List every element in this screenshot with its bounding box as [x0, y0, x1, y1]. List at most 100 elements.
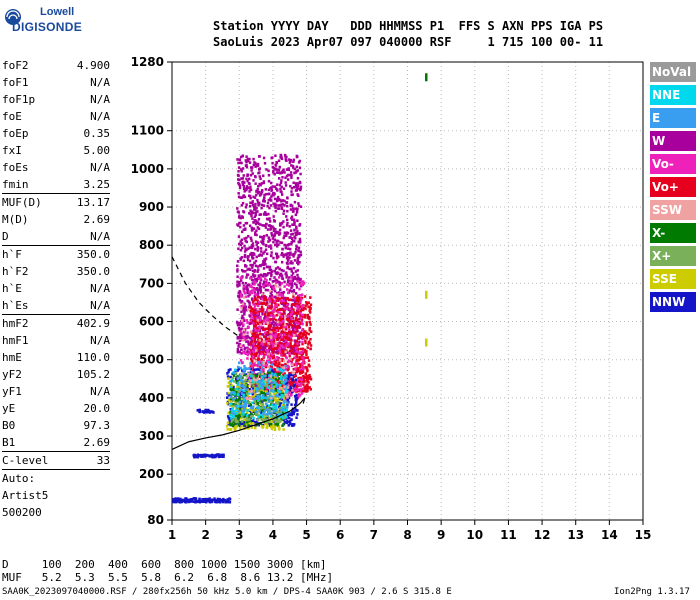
echo-point	[237, 215, 241, 219]
echo-point	[271, 376, 275, 379]
echo-point	[259, 407, 263, 410]
echo-point	[242, 393, 245, 397]
echo-point	[291, 347, 295, 350]
echo-point	[309, 311, 312, 314]
echo-point	[285, 415, 288, 419]
echo-point	[299, 356, 302, 360]
echo-point	[255, 423, 258, 427]
echo-point	[243, 195, 247, 199]
echo-point	[204, 498, 207, 501]
echo-point	[292, 324, 295, 328]
echo-point	[296, 155, 299, 159]
echo-point	[258, 395, 262, 399]
echo-point	[259, 415, 262, 419]
echo-point	[177, 499, 180, 503]
echo-point	[297, 393, 301, 396]
echo-point	[240, 333, 243, 337]
echo-point	[250, 312, 253, 315]
echo-point	[256, 295, 259, 299]
echo-point	[237, 393, 240, 397]
echo-point	[278, 307, 282, 311]
echo-point	[247, 234, 250, 238]
echo-point	[277, 414, 280, 418]
echo-point	[250, 409, 254, 413]
echo-point	[280, 388, 283, 392]
echo-point	[304, 304, 307, 307]
echo-point	[279, 222, 282, 225]
echo-point	[273, 373, 277, 376]
echo-point	[289, 312, 293, 316]
echo-point	[245, 276, 248, 279]
echo-point	[265, 408, 269, 412]
echo-point	[280, 393, 283, 397]
echo-point	[253, 384, 257, 388]
echo-point	[290, 403, 293, 406]
echo-point	[294, 382, 297, 385]
echo-point	[251, 407, 254, 410]
echo-point	[262, 302, 265, 305]
echo-point	[258, 194, 262, 197]
param-value: N/A	[90, 161, 110, 174]
echo-point	[277, 385, 281, 389]
echo-point	[278, 341, 281, 344]
echo-point	[290, 384, 293, 387]
echo-point	[257, 339, 260, 342]
echo-point	[265, 332, 268, 336]
echo-point	[285, 252, 289, 256]
echo-point	[248, 351, 251, 354]
echo-point	[292, 321, 296, 325]
echo-point	[236, 375, 239, 378]
echo-point	[262, 369, 265, 373]
echo-point	[249, 346, 252, 350]
profile-curve	[171, 397, 306, 450]
echo-point	[279, 171, 282, 175]
echo-point	[277, 364, 280, 368]
echo-point	[276, 341, 279, 345]
echo-point	[277, 303, 280, 307]
echo-point	[285, 405, 289, 409]
echo-point	[284, 355, 288, 359]
echo-point	[294, 398, 297, 402]
echo-point	[256, 270, 259, 273]
echo-point	[278, 413, 281, 416]
echo-point	[262, 174, 265, 178]
echo-point	[294, 333, 297, 337]
echo-point	[291, 371, 294, 375]
echo-point	[301, 356, 304, 360]
echo-point	[243, 351, 247, 355]
echo-point	[239, 345, 243, 348]
echo-point	[254, 264, 258, 268]
echo-point	[247, 416, 250, 420]
echo-point	[260, 308, 263, 312]
echo-point	[253, 397, 257, 401]
echo-point	[257, 389, 260, 393]
echo-point	[254, 373, 258, 376]
echo-point	[250, 226, 254, 230]
echo-point	[295, 325, 299, 329]
echo-point	[240, 372, 243, 376]
echo-point	[291, 350, 294, 354]
echo-point	[236, 283, 239, 287]
echo-point	[276, 296, 279, 300]
echo-point	[254, 202, 257, 206]
echo-point	[279, 312, 282, 316]
echo-point	[293, 339, 297, 343]
echo-point	[241, 369, 244, 372]
echo-point	[284, 385, 287, 388]
echo-point	[270, 371, 274, 375]
echo-point	[245, 367, 249, 371]
echo-point	[255, 220, 258, 224]
echo-point	[298, 384, 301, 387]
echo-point	[259, 413, 263, 417]
echo-point	[299, 205, 303, 208]
echo-point	[279, 274, 282, 277]
echo-point	[246, 321, 249, 324]
echo-point	[243, 365, 246, 368]
echo-point	[247, 424, 250, 428]
echo-point	[247, 419, 250, 423]
echo-point	[308, 309, 311, 312]
echo-point	[281, 316, 285, 320]
echo-point	[296, 277, 299, 281]
echo-point	[260, 344, 263, 347]
echo-point	[280, 380, 283, 384]
